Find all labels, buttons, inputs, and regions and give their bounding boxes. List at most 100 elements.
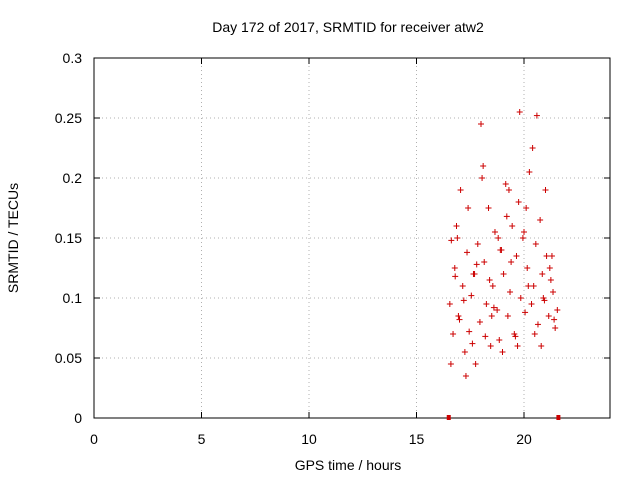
data-point [497, 247, 504, 253]
data-point [489, 283, 496, 289]
data-point [459, 283, 466, 289]
data-point [490, 304, 497, 311]
data-point [523, 205, 530, 211]
grid-lines [94, 58, 610, 418]
data-point [534, 321, 541, 328]
data-point [450, 331, 457, 337]
data-point [512, 333, 519, 340]
data-point [446, 301, 453, 307]
data-point [461, 349, 468, 355]
x-axis-label: GPS time / hours [295, 457, 402, 473]
data-point [525, 283, 532, 289]
data-point [507, 289, 514, 295]
y-tick-label: 0 [74, 410, 82, 426]
data-point [480, 163, 487, 169]
data-point [464, 249, 471, 256]
data-point [548, 253, 555, 259]
axis-ticks [93, 57, 610, 419]
data-point [540, 295, 547, 301]
x-tick-label: 5 [198, 431, 206, 447]
data-point [453, 223, 460, 229]
data-point [495, 235, 502, 241]
y-tick-label: 0.3 [63, 50, 83, 66]
data-point [452, 273, 459, 280]
data-point [539, 271, 546, 277]
data-point [447, 361, 454, 367]
data-point [503, 213, 510, 220]
data-point [491, 229, 498, 235]
y-tick-label: 0.15 [55, 230, 82, 246]
data-point [515, 199, 522, 205]
data-point [478, 121, 484, 127]
data-point [469, 340, 476, 347]
data-point [456, 316, 463, 323]
data-point [521, 229, 527, 235]
data-point [485, 205, 492, 211]
x-tick-labels: 0 5 10 15 20 [90, 431, 532, 447]
y-tick-label: 0.05 [55, 350, 82, 366]
data-point [547, 277, 554, 283]
data-point [487, 343, 494, 349]
data-point [529, 145, 536, 151]
data-point [513, 253, 520, 259]
data-range-marker [556, 415, 561, 420]
data-point [473, 261, 480, 268]
data-point [448, 237, 455, 244]
data-point [531, 331, 538, 337]
data-point [502, 181, 509, 187]
y-tick-label: 0.25 [55, 110, 82, 126]
data-point [457, 187, 464, 193]
data-point [524, 265, 531, 271]
data-point [455, 313, 462, 319]
plot-frame [93, 57, 611, 419]
data-point [509, 223, 516, 229]
data-point [451, 265, 458, 271]
data-point [479, 175, 486, 181]
data-point [483, 301, 490, 307]
y-tick-label: 0.1 [63, 290, 83, 306]
data-point [519, 235, 526, 241]
data-point [532, 241, 539, 247]
y-tick-label: 0.2 [63, 170, 83, 186]
data-point [550, 289, 557, 295]
chart-title: Day 172 of 2017, SRMTID for receiver atw… [212, 19, 484, 35]
y-axis-label: SRMTID / TECUs [5, 183, 21, 293]
data-point [465, 205, 472, 211]
data-point [551, 316, 558, 323]
data-point [530, 283, 537, 289]
x-tick-label: 0 [90, 431, 98, 447]
data-point [476, 319, 483, 325]
data-range-markers [446, 415, 561, 420]
data-point [528, 301, 535, 307]
data-point [546, 265, 553, 271]
data-point [454, 235, 461, 241]
data-point [466, 328, 473, 335]
data-point [552, 325, 559, 331]
data-point [538, 343, 545, 349]
data-point [505, 187, 512, 193]
data-point [508, 259, 515, 265]
data-point [472, 361, 479, 367]
data-point [543, 253, 550, 259]
data-point [460, 297, 467, 304]
data-point [537, 217, 544, 223]
data-point [517, 295, 524, 301]
data-points [446, 109, 561, 379]
y-tick-labels: 0 0.05 0.1 0.15 0.2 0.25 0.3 [55, 50, 82, 426]
data-point [526, 169, 533, 175]
data-point [462, 373, 469, 379]
data-range-marker [446, 415, 451, 420]
data-point [471, 271, 478, 277]
data-point [496, 337, 503, 343]
data-point [486, 277, 493, 283]
data-point [516, 109, 523, 115]
data-point [504, 313, 511, 319]
x-tick-label: 20 [516, 431, 532, 447]
data-point [514, 343, 521, 349]
data-point [468, 292, 475, 299]
data-point [494, 307, 501, 313]
data-point [482, 333, 489, 340]
data-point [542, 187, 549, 193]
x-tick-label: 15 [409, 431, 425, 447]
